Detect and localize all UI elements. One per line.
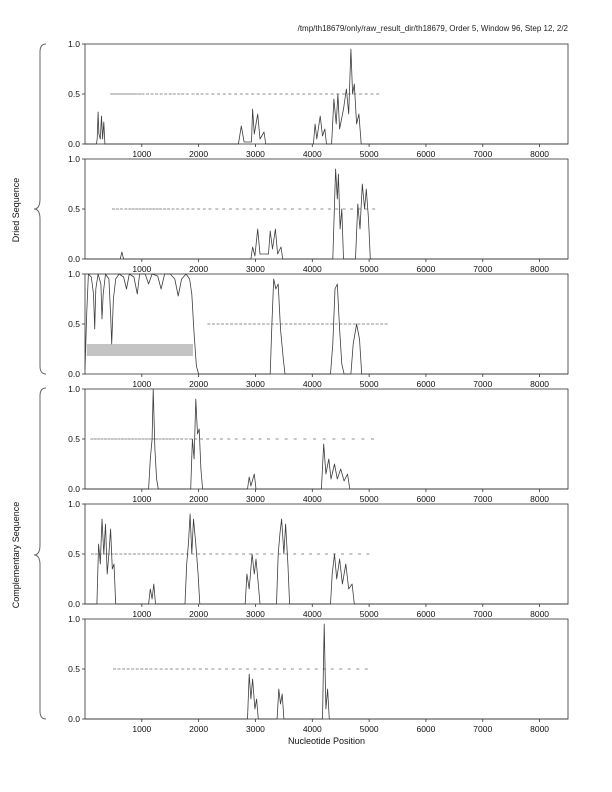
x-tick-label: 6000 [416, 494, 435, 504]
y-tick-label: 0.0 [68, 484, 80, 494]
chart-panels: 0.0 0.5 1.0 1000 2000 3000 4000 5000 6000 7000 800… [0, 39, 612, 734]
y-tick-label: 0.5 [68, 664, 80, 674]
x-tick-label: 6000 [416, 379, 435, 389]
x-tick-label: 8000 [530, 609, 549, 619]
x-tick-label: 3000 [246, 379, 265, 389]
x-tick-label: 1000 [132, 379, 151, 389]
x-tick-label: 6000 [416, 264, 435, 274]
x-tick-label: 2000 [189, 494, 208, 504]
x-tick-label: 8000 [530, 149, 549, 159]
x-tick-label: 4000 [303, 149, 322, 159]
y-tick-label: 1.0 [68, 269, 80, 279]
panel-svg: 0.0 0.5 1.0 1000 2000 3000 4000 5000 6000 7000 800… [68, 384, 569, 504]
panel-svg: 0.0 0.5 1.0 1000 2000 3000 4000 5000 6000 7000 800… [68, 499, 569, 619]
y-tick-label: 0.5 [68, 204, 80, 214]
y-tick-label: 0.5 [68, 434, 80, 444]
probability-trace [85, 48, 568, 145]
x-tick-label: 5000 [360, 494, 379, 504]
y-tick-label: 1.0 [68, 614, 80, 624]
x-tick-label: 2000 [189, 149, 208, 159]
y-tick-label: 0.0 [68, 599, 80, 609]
x-tick-label: 3000 [246, 149, 265, 159]
x-tick-label: 4000 [303, 494, 322, 504]
chart-panel-2: 0.0 0.5 1.0 1000 2000 3000 4000 5000 6000 7000 800… [0, 154, 612, 274]
x-tick-label: 5000 [360, 264, 379, 274]
highlight-band [86, 344, 193, 356]
y-tick-label: 0.0 [68, 139, 80, 149]
x-tick-label: 7000 [473, 609, 492, 619]
x-tick-label: 2000 [189, 264, 208, 274]
x-tick-label: 3000 [246, 609, 265, 619]
x-tick-label: 1000 [132, 149, 151, 159]
x-tick-label: 8000 [530, 379, 549, 389]
probability-trace [85, 623, 568, 720]
y-tick-label: 1.0 [68, 39, 80, 49]
x-tick-label: 6000 [416, 149, 435, 159]
y-tick-label: 1.0 [68, 499, 80, 509]
x-tick-label: 7000 [473, 724, 492, 734]
x-tick-label: 3000 [246, 724, 265, 734]
x-tick-label: 6000 [416, 724, 435, 734]
x-tick-label: 8000 [530, 724, 549, 734]
y-tick-label: 0.5 [68, 549, 80, 559]
y-tick-label: 1.0 [68, 384, 80, 394]
x-tick-label: 1000 [132, 264, 151, 274]
x-tick-label: 1000 [132, 494, 151, 504]
x-tick-label: 2000 [189, 609, 208, 619]
x-tick-label: 5000 [360, 609, 379, 619]
x-tick-label: 7000 [473, 264, 492, 274]
y-tick-label: 0.5 [68, 319, 80, 329]
y-tick-label: 0.0 [68, 254, 80, 264]
x-tick-label: 4000 [303, 609, 322, 619]
chart-panel-5: 0.0 0.5 1.0 1000 2000 3000 4000 5000 6000 7000 800… [0, 499, 612, 619]
x-tick-label: 8000 [530, 264, 549, 274]
x-tick-label: 2000 [189, 379, 208, 389]
x-tick-label: 1000 [132, 609, 151, 619]
x-tick-label: 5000 [360, 379, 379, 389]
panel-svg: 0.0 0.5 1.0 1000 2000 3000 4000 5000 6000 7000 800… [68, 614, 569, 734]
chart-panel-1: 0.0 0.5 1.0 1000 2000 3000 4000 5000 6000 7000 800… [0, 39, 612, 159]
x-tick-label: 7000 [473, 494, 492, 504]
y-tick-label: 0.0 [68, 714, 80, 724]
probability-trace [85, 513, 568, 605]
x-tick-label: 7000 [473, 149, 492, 159]
x-tick-label: 3000 [246, 494, 265, 504]
panel-svg: 0.0 0.5 1.0 1000 2000 3000 4000 5000 6000 7000 800… [68, 269, 569, 389]
x-tick-label: 3000 [246, 264, 265, 274]
chart-panel-3: 0.0 0.5 1.0 1000 2000 3000 4000 5000 6000 7000 800… [0, 269, 612, 389]
x-tick-label: 5000 [360, 149, 379, 159]
x-tick-label: 4000 [303, 264, 322, 274]
x-tick-label: 8000 [530, 494, 549, 504]
y-tick-label: 0.0 [68, 369, 80, 379]
x-tick-label: 4000 [303, 724, 322, 734]
panel-svg: 0.0 0.5 1.0 1000 2000 3000 4000 5000 6000 7000 800… [68, 39, 569, 159]
x-tick-label: 6000 [416, 609, 435, 619]
x-tick-label: 4000 [303, 379, 322, 389]
panel-svg: 0.0 0.5 1.0 1000 2000 3000 4000 5000 6000 7000 800… [68, 154, 569, 274]
x-tick-label: 1000 [132, 724, 151, 734]
x-tick-label: 2000 [189, 724, 208, 734]
probability-trace [85, 168, 568, 260]
plot-title: /tmp/th18679/only/raw_result_dir/th18679… [297, 24, 568, 33]
x-tick-label: 7000 [473, 379, 492, 389]
chart-panel-6: 0.0 0.5 1.0 1000 2000 3000 4000 5000 6000 7000 800… [0, 614, 612, 734]
y-tick-label: 1.0 [68, 154, 80, 164]
x-tick-label: 5000 [360, 724, 379, 734]
chart-panel-4: 0.0 0.5 1.0 1000 2000 3000 4000 5000 6000 7000 800… [0, 384, 612, 504]
y-tick-label: 0.5 [68, 89, 80, 99]
x-axis-label: Nucleotide Position [287, 736, 366, 746]
